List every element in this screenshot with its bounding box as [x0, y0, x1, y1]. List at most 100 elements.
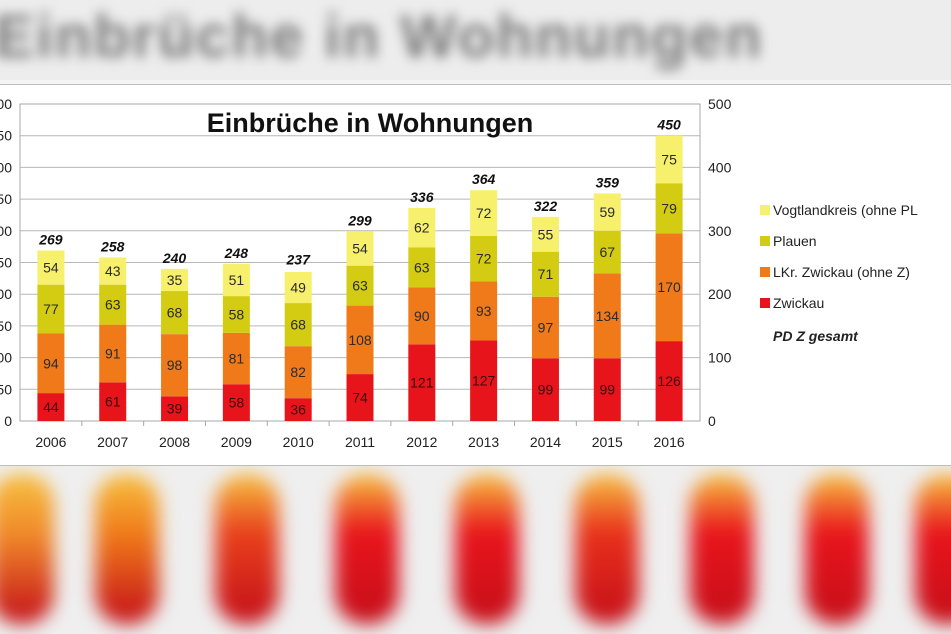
right-tick-label: 0 — [708, 413, 716, 429]
data-label: 71 — [538, 266, 554, 282]
data-label: 72 — [476, 251, 492, 267]
blurred-bar — [95, 474, 159, 624]
x-tick-label: 2010 — [283, 434, 314, 450]
legend-entry: Plauen — [773, 233, 817, 249]
bar-segment — [222, 332, 250, 385]
data-label: 121 — [410, 375, 434, 391]
bar-segment — [99, 324, 127, 383]
total-label: 336 — [410, 189, 434, 205]
data-label: 44 — [43, 399, 59, 415]
data-label: 51 — [229, 272, 245, 288]
bar-segment — [593, 230, 621, 274]
data-label: 94 — [43, 355, 59, 371]
blurred-bar — [215, 474, 279, 624]
left-tick-label: 00 — [0, 286, 12, 302]
bar-segment — [284, 303, 312, 347]
data-label: 58 — [229, 395, 245, 411]
legend-entry: Vogtlandkreis (ohne PL — [773, 202, 918, 218]
legend-entry: LKr. Zwickau (ohne Z) — [773, 264, 910, 280]
blurred-bar — [335, 474, 399, 624]
bar-segment — [37, 333, 65, 394]
left-tick-label: 0 — [4, 413, 12, 429]
x-tick-label: 2013 — [468, 434, 499, 450]
blurred-header: Einbrüche in Wohnungen — [0, 0, 951, 80]
x-tick-label: 2011 — [345, 434, 375, 450]
data-label: 68 — [290, 317, 306, 333]
data-label: 81 — [229, 351, 245, 367]
bar-segment — [531, 358, 559, 421]
data-label: 62 — [414, 220, 430, 236]
bar-segment — [37, 250, 65, 285]
x-tick-label: 2008 — [159, 434, 190, 450]
bar-segment — [593, 358, 621, 421]
chart-panel: 0 50 00 50 00 50 00 50 00 50 00 500 400 300 200 100 0 Ein… — [0, 84, 951, 466]
x-tick-label: 2009 — [221, 434, 252, 450]
legend-swatch — [760, 298, 770, 308]
right-tick-label: 300 — [708, 223, 732, 239]
bar-segment — [408, 247, 436, 288]
data-label: 82 — [290, 364, 306, 380]
data-label: 97 — [538, 319, 554, 335]
bar-segment — [222, 384, 250, 421]
data-label: 90 — [414, 308, 430, 324]
left-tick-label: 00 — [0, 350, 12, 366]
bar-segment — [655, 233, 683, 342]
right-tick-label: 500 — [708, 96, 732, 112]
bar-segment — [470, 340, 498, 421]
data-label: 43 — [105, 263, 121, 279]
bar-segment — [470, 235, 498, 282]
left-tick-label: 50 — [0, 255, 12, 271]
bar-segment — [346, 265, 374, 306]
bar-segment — [346, 231, 374, 266]
x-tick-label: 2006 — [35, 434, 66, 450]
bar-segment — [655, 135, 683, 184]
left-tick-label: 50 — [0, 381, 12, 397]
bar-segment — [37, 393, 65, 421]
bar-segment — [161, 291, 189, 335]
bar-segment — [222, 296, 250, 333]
left-tick-label: 50 — [0, 318, 12, 334]
bar-segment — [161, 334, 189, 397]
total-label: 322 — [534, 198, 558, 214]
bar-segment — [593, 193, 621, 231]
bar-segment — [531, 296, 559, 359]
bar-segment — [284, 272, 312, 304]
data-label: 75 — [661, 151, 677, 167]
bar-segment — [161, 268, 189, 292]
bar-segment — [346, 305, 374, 375]
data-label: 63 — [105, 297, 121, 313]
data-label: 126 — [657, 373, 681, 389]
blurred-bar — [0, 474, 54, 624]
legend-swatch — [760, 236, 770, 246]
blurred-bar — [690, 474, 754, 624]
data-label: 93 — [476, 303, 492, 319]
chart-title: Einbrüche in Wohnungen — [207, 108, 533, 138]
data-label: 99 — [538, 382, 554, 398]
bar-segment — [161, 396, 189, 421]
total-label: 269 — [38, 231, 63, 247]
data-label: 127 — [472, 373, 496, 389]
legend-swatch — [760, 267, 770, 277]
blurred-footer — [0, 466, 951, 634]
data-label: 63 — [352, 278, 368, 294]
total-label: 364 — [472, 171, 496, 187]
data-label: 63 — [414, 259, 430, 275]
data-label: 61 — [105, 394, 121, 410]
bar-segment — [37, 284, 65, 334]
blurred-bar — [455, 474, 519, 624]
data-label: 170 — [657, 279, 681, 295]
data-label: 99 — [599, 382, 615, 398]
total-label: 359 — [596, 174, 620, 190]
x-tick-label: 2007 — [97, 434, 128, 450]
data-label: 72 — [476, 205, 492, 221]
data-label: 59 — [599, 204, 615, 220]
left-tick-label: 00 — [0, 223, 12, 239]
data-label: 54 — [43, 260, 59, 276]
bar-segment — [99, 284, 127, 325]
total-label: 450 — [656, 117, 681, 133]
bar-segment — [408, 207, 436, 248]
data-label: 54 — [352, 241, 368, 257]
data-label: 39 — [167, 401, 183, 417]
total-label: 240 — [162, 250, 187, 266]
right-tick-label: 200 — [708, 286, 732, 302]
